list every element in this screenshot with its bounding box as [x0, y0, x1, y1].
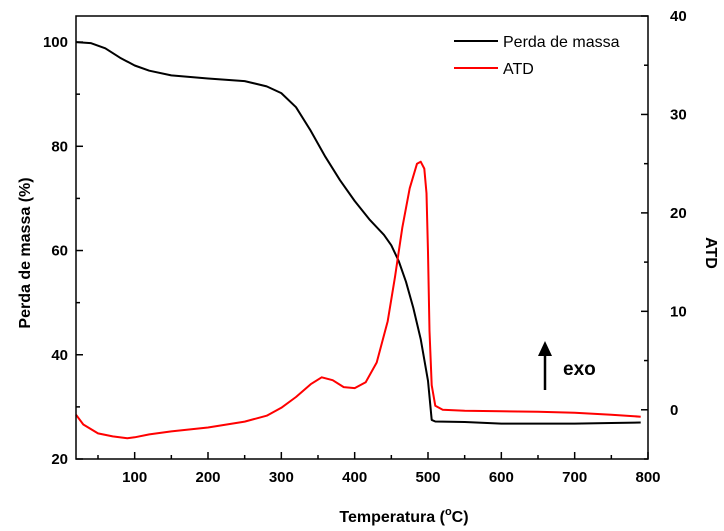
plot-area	[75, 41, 641, 440]
y-left-tick-label: 80	[51, 138, 68, 155]
exo-arrow-head	[538, 341, 552, 356]
y-right-axis-title: ATD	[702, 237, 719, 269]
y-left-tick-label: 100	[43, 34, 68, 51]
x-tick-label: 500	[415, 469, 440, 486]
x-tick-label: 700	[562, 469, 587, 486]
x-tick-label: 100	[122, 469, 147, 486]
y-left-tick-label: 20	[51, 451, 68, 468]
y-right-tick-label: 40	[670, 8, 687, 25]
exo-annotation: exo	[538, 341, 596, 390]
series-line-perda-de-massa	[75, 41, 641, 425]
y-right-tick-label: 0	[670, 402, 678, 419]
x-tick-label: 600	[489, 469, 514, 486]
plot-frame	[75, 15, 649, 460]
series-line-atd	[75, 160, 641, 440]
x-axis-title-end: C)	[452, 509, 469, 526]
x-tick-label: 800	[635, 469, 660, 486]
y-left-tick-label: 40	[51, 347, 68, 364]
x-tick-label: 400	[342, 469, 367, 486]
y-right-tick-label: 30	[670, 106, 687, 123]
legend: Perda de massa ATD	[454, 34, 620, 78]
y-right-tick-label: 20	[670, 205, 687, 222]
x-tick-label: 200	[195, 469, 220, 486]
y-left-tick-label: 60	[51, 243, 68, 260]
x-axis-title-superscript: o	[445, 506, 452, 518]
x-tick-label: 300	[269, 469, 294, 486]
x-axis-title-main: Temperatura (	[339, 509, 445, 526]
exo-label: exo	[563, 359, 596, 380]
legend-label-perda-de-massa: Perda de massa	[503, 34, 620, 51]
y-right-tick-label: 10	[670, 303, 687, 320]
legend-label-atd: ATD	[503, 61, 534, 78]
y-left-axis-title: Perda de massa (%)	[17, 177, 34, 328]
x-axis-title: Temperatura (oC)	[339, 506, 468, 526]
axes: 100 200 300 400 500 600 700 800 20 40 60 80 100 0 10 20…	[43, 8, 687, 486]
